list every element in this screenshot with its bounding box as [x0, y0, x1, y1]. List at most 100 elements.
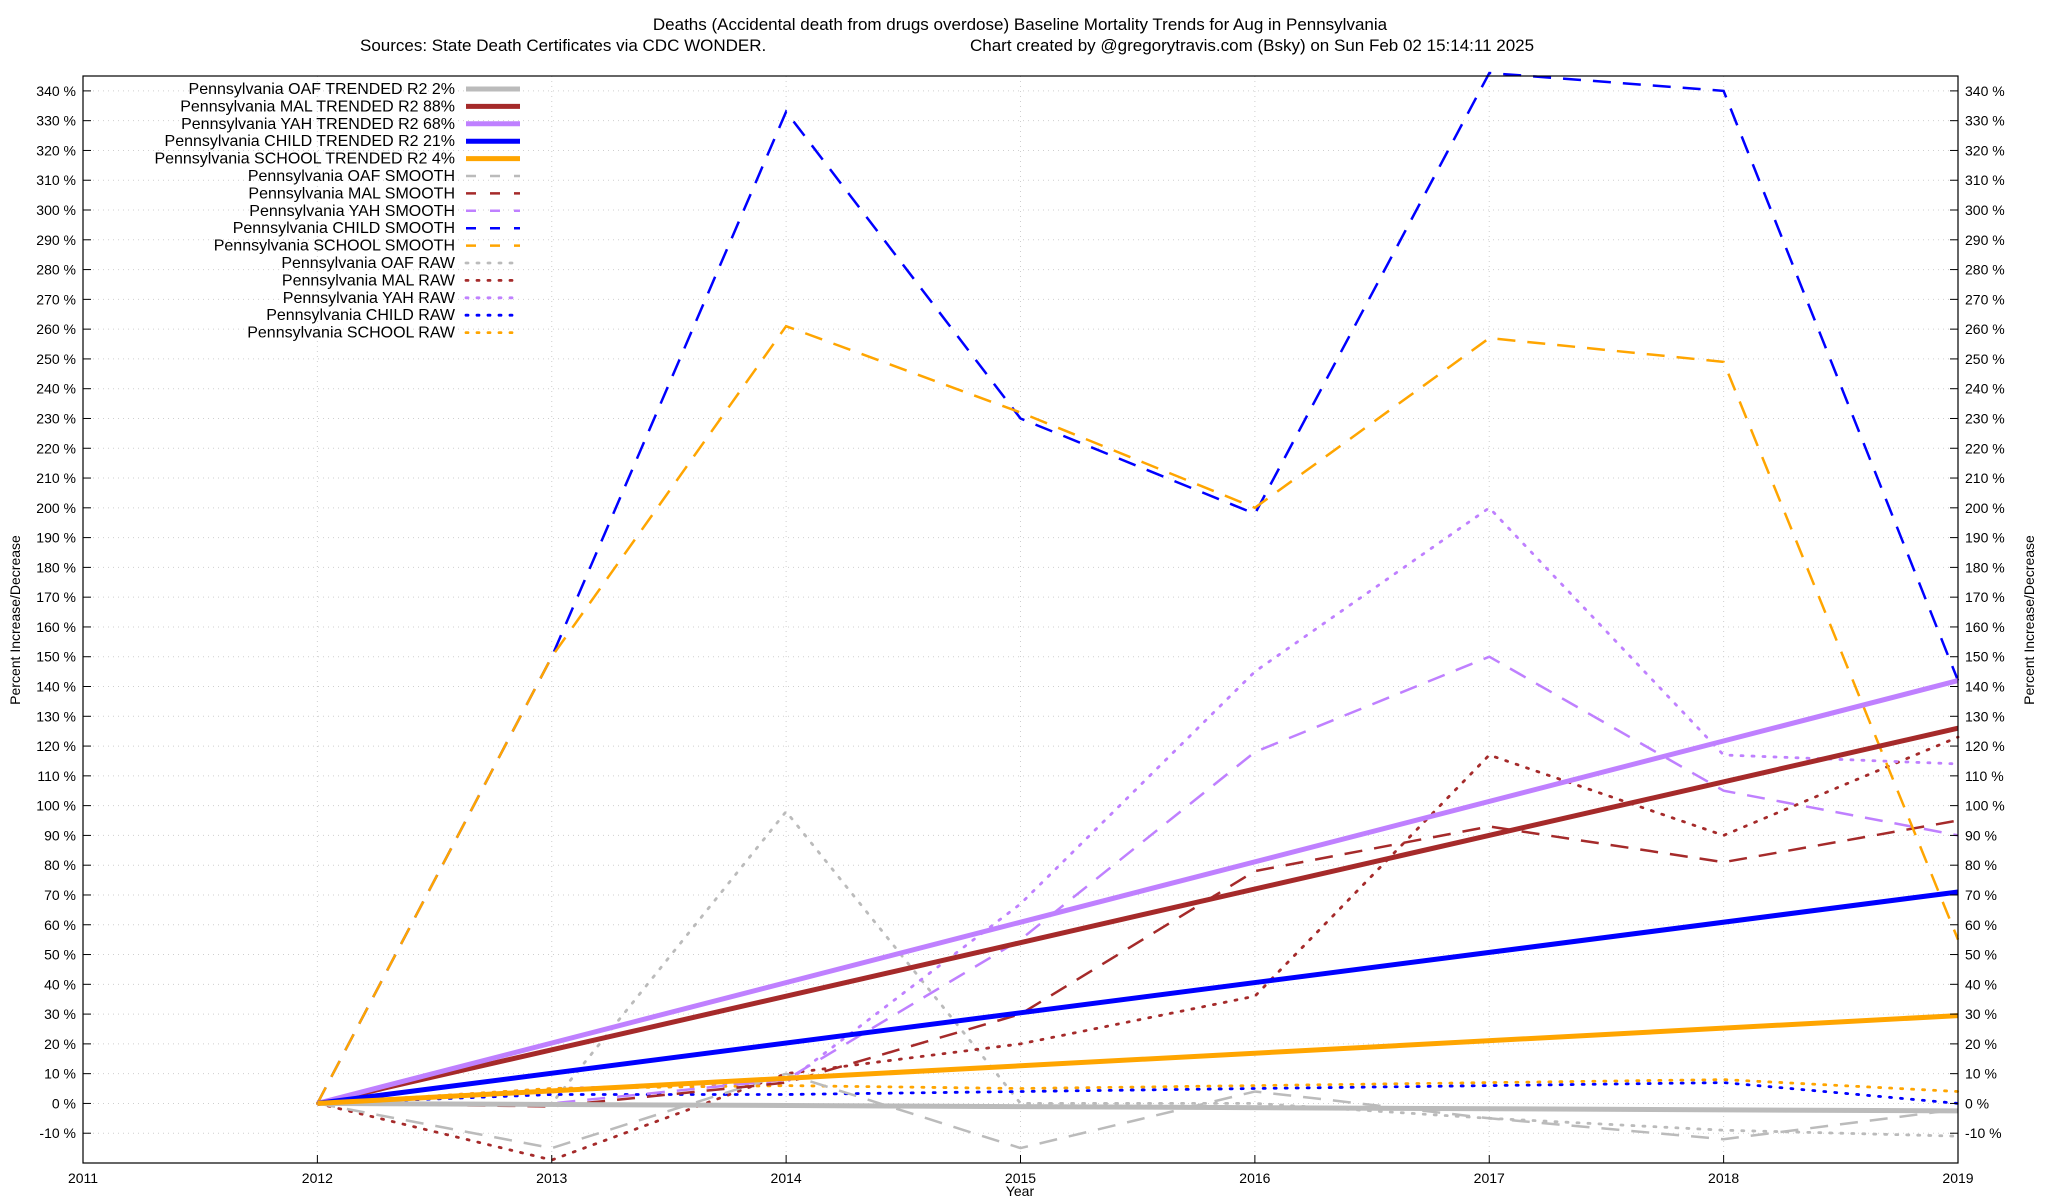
- y-tick-label: 310 %: [1965, 172, 2005, 188]
- series-pennsylvania-child-smooth: [316, 71, 1960, 1104]
- series-pennsylvania-child-trended-r2-21: [317, 889, 1959, 1106]
- y-tick-label: 120 %: [1965, 738, 2005, 754]
- series-pennsylvania-yah-trended-r2-68: [316, 678, 1959, 1106]
- legend-item-pennsylvania-oaf-trended-r2-2: Pennsylvania OAF TRENDED R2 2%: [189, 81, 520, 98]
- y-tick-label: 10 %: [1965, 1066, 1997, 1082]
- y-tick-label: 80 %: [1965, 857, 1997, 873]
- y-axis-left: -10 % 0 % 10 % 20 % 30 % 40 % 50 % 60 % 70 % 80 %…: [36, 83, 91, 1141]
- series-pennsylvania-mal-smooth: [317, 819, 1959, 1108]
- y-tick-label: 330 %: [36, 113, 76, 129]
- y-tick-label: 90 %: [1965, 827, 1997, 843]
- y-tick-label: 190 %: [36, 530, 76, 546]
- series-pennsylvania-mal-raw: [315, 735, 1960, 1162]
- y-tick-label: 270 %: [1965, 291, 2005, 307]
- series-pennsylvania-mal-trended-r2-88: [316, 725, 1959, 1106]
- y-tick-label: 280 %: [1965, 262, 2005, 278]
- y-tick-label: 180 %: [36, 559, 76, 575]
- legend-item-pennsylvania-child-trended-r2-21: Pennsylvania CHILD TRENDED R2 21%: [165, 133, 520, 150]
- chart-credit: Chart created by @gregorytravis.com (Bsk…: [970, 36, 1534, 55]
- legend-item-pennsylvania-child-smooth: Pennsylvania CHILD SMOOTH: [233, 220, 520, 237]
- y-tick-label: 310 %: [36, 172, 76, 188]
- x-tick-label: 2018: [1708, 1170, 1739, 1186]
- legend-label: Pennsylvania OAF SMOOTH: [248, 168, 455, 185]
- y-tick-label: 60 %: [44, 917, 76, 933]
- legend-label: Pennsylvania YAH RAW: [283, 290, 456, 307]
- series-pennsylvania-oaf-trended-r2-2: [317, 1100, 1959, 1114]
- legend-item-pennsylvania-yah-smooth: Pennsylvania YAH SMOOTH: [249, 203, 520, 220]
- y-tick-label: 80 %: [44, 857, 76, 873]
- y-tick-label: 100 %: [36, 798, 76, 814]
- y-tick-label: 170 %: [1965, 589, 2005, 605]
- y-tick-label: 170 %: [36, 589, 76, 605]
- y-tick-label: 20 %: [1965, 1036, 1997, 1052]
- x-tick-label: 2014: [771, 1170, 802, 1186]
- y-tick-label: 260 %: [1965, 321, 2005, 337]
- legend-label: Pennsylvania SCHOOL TRENDED R2 4%: [154, 151, 455, 168]
- x-tick-label: 2019: [1942, 1170, 1973, 1186]
- y-tick-label: 320 %: [36, 142, 76, 158]
- y-tick-label: 290 %: [36, 232, 76, 248]
- plot-area: [315, 71, 1960, 1162]
- legend-label: Pennsylvania CHILD RAW: [266, 307, 456, 324]
- y-tick-label: 220 %: [36, 440, 76, 456]
- legend-label: Pennsylvania SCHOOL SMOOTH: [214, 238, 455, 255]
- y-tick-label: 10 %: [44, 1066, 76, 1082]
- y-tick-label: 210 %: [36, 470, 76, 486]
- legend-item-pennsylvania-mal-trended-r2-88: Pennsylvania MAL TRENDED R2 88%: [180, 98, 520, 115]
- y-tick-label: 120 %: [36, 738, 76, 754]
- y-tick-label: 140 %: [1965, 679, 2005, 695]
- y-tick-label: 50 %: [1965, 947, 1997, 963]
- y-tick-label: 90 %: [44, 827, 76, 843]
- series-pennsylvania-yah-smooth: [317, 655, 1959, 1105]
- legend-label: Pennsylvania SCHOOL RAW: [247, 325, 456, 342]
- legend-item-pennsylvania-yah-raw: Pennsylvania YAH RAW: [283, 290, 522, 307]
- y-tick-label: 30 %: [1965, 1006, 1997, 1022]
- x-tick-label: 2017: [1474, 1170, 1505, 1186]
- series-pennsylvania-child-raw: [315, 1081, 1960, 1105]
- chart-source: Sources: State Death Certificates via CD…: [360, 36, 766, 55]
- legend-item-pennsylvania-school-trended-r2-4: Pennsylvania SCHOOL TRENDED R2 4%: [154, 151, 520, 168]
- y-tick-label: 340 %: [36, 83, 76, 99]
- y-tick-label: 0 %: [1965, 1095, 1989, 1111]
- y-tick-label: 110 %: [1965, 768, 2004, 784]
- y-tick-label: 0 %: [52, 1095, 76, 1111]
- legend-item-pennsylvania-child-raw: Pennsylvania CHILD RAW: [266, 307, 522, 324]
- legend-item-pennsylvania-mal-raw: Pennsylvania MAL RAW: [282, 272, 522, 289]
- y-tick-label: 160 %: [36, 619, 76, 635]
- chart-title: Deaths (Accidental death from drugs over…: [653, 15, 1388, 34]
- y-tick-label: 60 %: [1965, 917, 1997, 933]
- y-axis-label-left: Percent Increase/Decrease: [7, 535, 23, 705]
- series-pennsylvania-oaf-raw: [315, 809, 1960, 1138]
- y-tick-label: 300 %: [36, 202, 76, 218]
- legend-label: Pennsylvania MAL TRENDED R2 88%: [180, 98, 455, 115]
- y-tick-label: 220 %: [1965, 440, 2005, 456]
- y-tick-label: 30 %: [44, 1006, 76, 1022]
- y-axis-right: -10 % 0 % 10 % 20 % 30 % 40 % 50 % 60 % 70 % 80 %…: [1950, 83, 2005, 1141]
- x-tick-label: 2015: [1005, 1170, 1036, 1186]
- y-tick-label: 130 %: [36, 708, 76, 724]
- y-tick-label: 250 %: [36, 351, 76, 367]
- y-tick-label: 290 %: [1965, 232, 2005, 248]
- y-tick-label: 240 %: [36, 381, 76, 397]
- legend-label: Pennsylvania MAL SMOOTH: [248, 185, 455, 202]
- y-tick-label: 190 %: [1965, 530, 2005, 546]
- legend-label: Pennsylvania CHILD TRENDED R2 21%: [165, 133, 455, 150]
- y-tick-label: 210 %: [1965, 470, 2005, 486]
- x-tick-label: 2013: [536, 1170, 567, 1186]
- legend-item-pennsylvania-yah-trended-r2-68: Pennsylvania YAH TRENDED R2 68%: [181, 116, 520, 133]
- y-tick-label: 280 %: [36, 262, 76, 278]
- y-tick-label: 100 %: [1965, 798, 2005, 814]
- legend-item-pennsylvania-oaf-raw: Pennsylvania OAF RAW: [281, 255, 522, 272]
- y-tick-label: 260 %: [36, 321, 76, 337]
- y-tick-label: -10 %: [1965, 1125, 2002, 1141]
- y-tick-label: 70 %: [1965, 887, 1997, 903]
- x-axis-label: Year: [1006, 1183, 1035, 1199]
- y-tick-label: 150 %: [36, 649, 76, 665]
- y-tick-label: 200 %: [1965, 500, 2005, 516]
- legend-label: Pennsylvania YAH SMOOTH: [249, 203, 455, 220]
- legend-label: Pennsylvania OAF TRENDED R2 2%: [189, 81, 455, 98]
- legend-item-pennsylvania-school-smooth: Pennsylvania SCHOOL SMOOTH: [214, 238, 520, 255]
- y-tick-label: 180 %: [1965, 559, 2005, 575]
- y-tick-label: 40 %: [44, 976, 76, 992]
